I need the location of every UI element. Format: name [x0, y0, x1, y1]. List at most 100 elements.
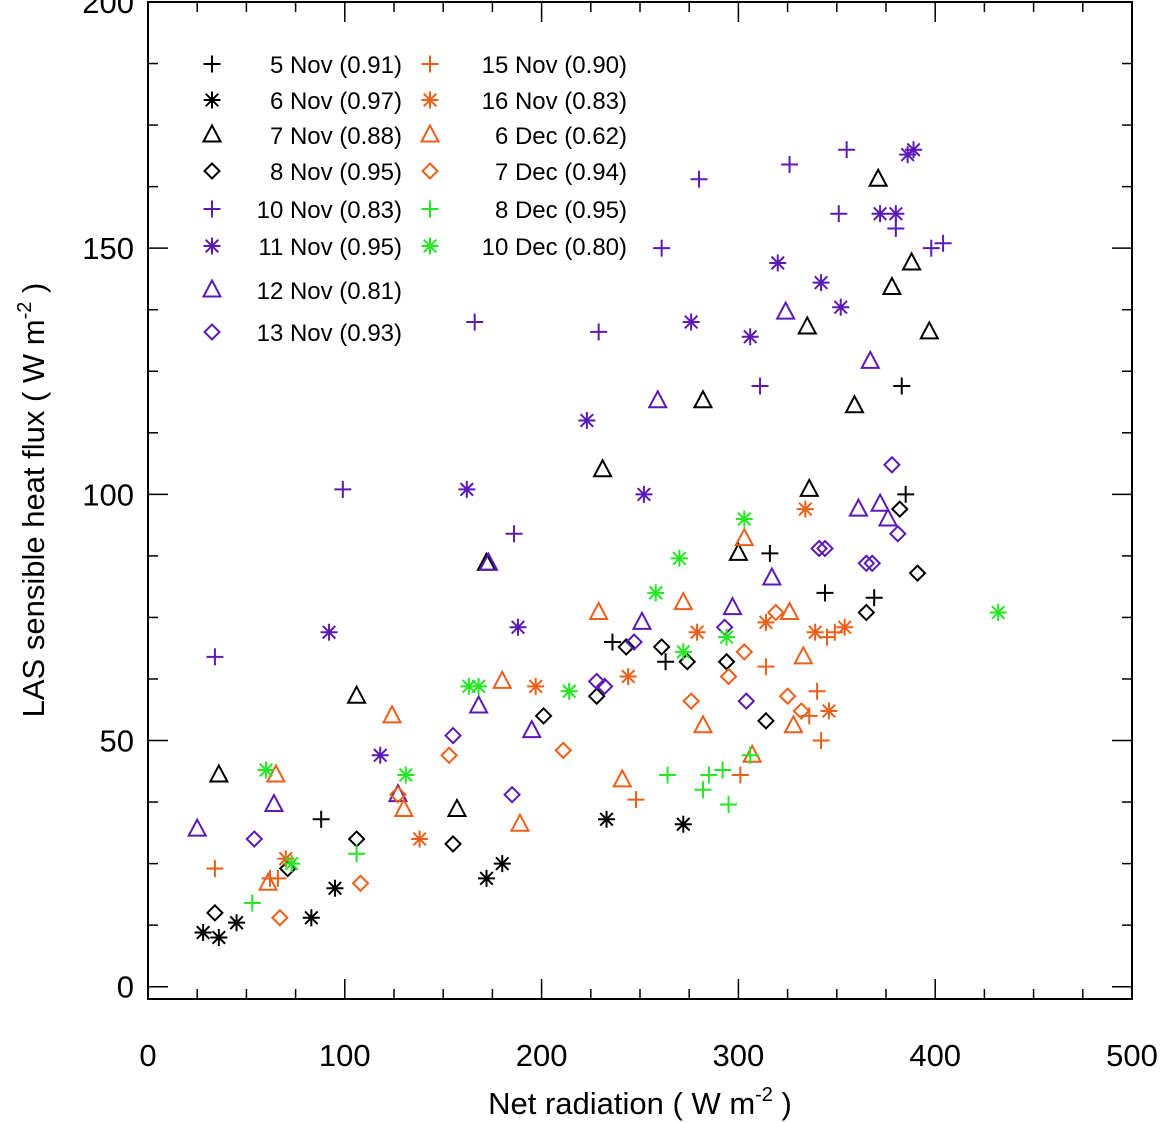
data-point — [692, 714, 714, 734]
legend-item: 5 Nov (0.91) — [203, 52, 402, 79]
data-point — [869, 492, 891, 512]
data-point — [857, 554, 876, 573]
data-point — [446, 797, 468, 817]
x-axis-title: Net radiation ( W m-2 ) — [488, 1084, 792, 1121]
data-point — [766, 603, 785, 622]
data-point — [205, 903, 224, 922]
data-point — [627, 791, 645, 809]
data-point — [737, 692, 756, 711]
data-point — [751, 377, 769, 395]
data-point — [283, 855, 301, 873]
legend-marker — [421, 91, 439, 109]
legend-label: 8 Nov (0.95) — [270, 159, 402, 186]
data-point — [797, 315, 818, 335]
data-point — [595, 677, 614, 696]
data-point — [934, 234, 952, 252]
data-point — [270, 908, 289, 927]
data-point — [887, 219, 905, 237]
data-point — [901, 251, 922, 271]
data-point — [761, 544, 779, 562]
data-point — [714, 761, 732, 779]
legend-item: 6 Nov (0.97) — [203, 88, 402, 115]
legend-label: 6 Dec (0.62) — [495, 123, 627, 150]
data-point — [719, 667, 738, 686]
data-point — [989, 604, 1007, 622]
legend-item: 7 Nov (0.88) — [201, 123, 402, 150]
x-tick-label: 0 — [139, 1038, 156, 1073]
data-point — [647, 389, 668, 409]
data-point — [320, 623, 338, 641]
data-point — [867, 167, 889, 187]
legend-item: 10 Nov (0.83) — [203, 197, 402, 224]
data-point — [659, 766, 677, 784]
data-point — [700, 766, 718, 784]
data-point — [263, 792, 285, 813]
data-point — [509, 812, 531, 832]
data-point — [808, 682, 826, 700]
data-point — [812, 732, 830, 750]
legend-item: 6 Dec (0.62) — [419, 123, 627, 150]
data-point — [688, 623, 706, 641]
data-point — [722, 595, 743, 616]
data-point — [670, 549, 688, 567]
data-point — [820, 702, 838, 720]
data-point — [769, 254, 787, 272]
data-point — [806, 623, 824, 641]
legend-label: 15 Nov (0.90) — [482, 52, 627, 79]
x-tick-label: 200 — [516, 1038, 568, 1073]
legend-item: 7 Dec (0.94) — [421, 159, 627, 186]
data-point — [682, 692, 701, 711]
data-point — [505, 525, 523, 543]
data-point — [742, 743, 763, 763]
legend-label: 8 Dec (0.95) — [495, 197, 627, 224]
data-point — [812, 274, 830, 292]
legend-label: 7 Dec (0.94) — [495, 159, 627, 186]
data-point — [470, 677, 488, 695]
data-point — [588, 600, 609, 621]
data-point — [478, 551, 499, 571]
data-point — [603, 633, 621, 651]
legend-marker — [421, 237, 439, 255]
data-point — [888, 524, 907, 543]
legend-item: 10 Dec (0.80) — [421, 234, 627, 261]
data-points — [187, 141, 1007, 946]
data-point — [187, 817, 208, 837]
legend-item: 13 Nov (0.93) — [203, 320, 402, 347]
data-point — [694, 781, 712, 799]
data-point — [757, 658, 775, 676]
legend-marker — [203, 323, 221, 341]
data-point — [882, 455, 901, 474]
legend-item: 16 Nov (0.83) — [421, 88, 627, 115]
data-point — [393, 797, 415, 817]
legend-item: 8 Nov (0.95) — [203, 159, 402, 186]
legend-item: 11 Nov (0.95) — [203, 234, 402, 261]
data-point — [592, 458, 613, 478]
legend-label: 13 Nov (0.93) — [257, 320, 402, 347]
legend-label: 5 Nov (0.91) — [270, 52, 402, 79]
data-point — [460, 677, 478, 695]
data-point — [587, 687, 606, 706]
data-point — [871, 205, 889, 223]
y-axis-title: LAS sensible heat flux ( W m-2 ) — [14, 283, 51, 718]
x-tick-label: 300 — [713, 1038, 765, 1073]
data-point — [554, 741, 573, 760]
data-point — [194, 924, 212, 942]
data-point — [741, 746, 759, 764]
data-point — [735, 510, 753, 528]
legend-label: 6 Nov (0.97) — [270, 88, 402, 115]
data-point — [631, 610, 653, 630]
legend-marker — [203, 162, 221, 180]
plot-frame — [147, 1, 1133, 1000]
data-point — [908, 564, 927, 583]
legend-marker — [201, 123, 223, 143]
data-point — [210, 928, 228, 946]
data-point — [245, 830, 264, 848]
axis-ticks — [147, 1, 1133, 999]
data-point — [877, 507, 899, 527]
data-point — [720, 796, 738, 814]
data-point — [757, 613, 775, 631]
y-tick-label: 200 — [82, 0, 134, 20]
data-point — [612, 768, 633, 788]
data-point — [492, 669, 513, 689]
data-point — [503, 785, 521, 804]
